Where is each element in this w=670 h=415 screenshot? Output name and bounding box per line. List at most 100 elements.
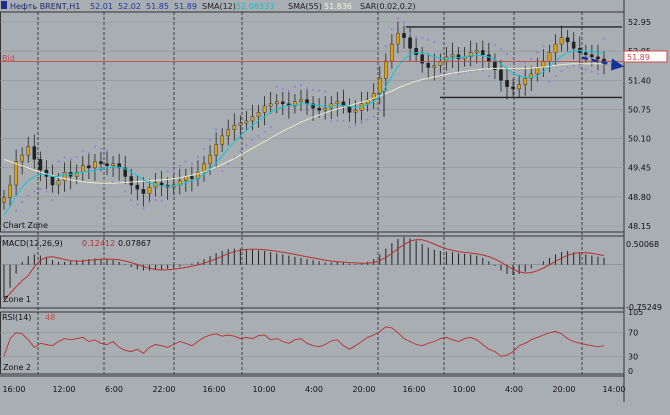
grid-lines [0,0,625,402]
sar-point [251,139,254,142]
rsi-pane[interactable] [3,326,605,357]
candle-body [208,154,212,164]
price-pane[interactable] [0,17,624,231]
macd-max-label: 0.50068 [626,240,659,249]
candle-body [159,182,164,186]
sar-point [227,162,230,165]
candle-body [596,56,600,60]
candle-body [480,50,485,55]
sar-point [311,88,315,91]
time-tick-label: 22:00 [152,385,175,394]
sar-point [57,160,60,163]
candle-body [214,144,218,156]
sar-point [81,149,84,152]
sar-point [560,69,563,73]
sma12-value: 52.08333 [236,2,274,11]
sar-point [354,124,357,127]
sar-point [493,43,497,46]
axis-labels: 52.9552.0551.4050.7550.1049.4548.8048.15… [2,18,650,394]
forecast-arrow-line[interactable] [581,56,613,66]
sar-point [324,90,327,93]
rsi-tick-label: 30 [628,352,638,361]
candle-body [371,92,376,100]
sar-point [99,147,103,150]
sar-point [390,27,393,31]
sar-point [299,83,303,86]
sar-point [542,45,545,48]
sma55-line [3,63,604,184]
candle-body [523,78,528,85]
candle-body [293,101,297,107]
sma55-label: SMA(55) [288,2,322,11]
sar-point [584,68,587,71]
sar-point [136,203,139,206]
candle-body [262,105,267,113]
sar-point [196,156,200,159]
sma12-label: SMA(12) [202,2,236,11]
price-tick-label: 48.15 [628,222,651,231]
sar-point [499,48,503,51]
sar-point [154,198,157,202]
sar-point [111,180,115,184]
sar-point [378,109,381,112]
sar-point [427,38,430,41]
sar-point [602,37,606,40]
candle-body [8,184,12,199]
sar-point [281,87,284,90]
sar-point [415,36,418,39]
sar-point [148,200,151,204]
sar-point [293,85,297,88]
candle-body [450,54,455,58]
chart-header: Нефть BRENT,H1 52.01 52.02 51.85 51.89 S… [1,1,416,11]
sar-point [87,151,90,155]
time-tick-label: 4:00 [305,385,323,394]
candle-body [80,165,85,173]
sma12-line [3,49,605,216]
candle-body [244,120,249,124]
macd-value1: 0.12412 [82,239,115,248]
time-tick-label: 14:00 [602,385,625,394]
time-tick-label: 6:00 [105,385,123,394]
candle-body [20,154,24,162]
candle-body [335,101,340,105]
candle-body [365,99,370,105]
candle-body [14,161,18,186]
macd-pane[interactable] [0,237,624,300]
symbol-label: Нефть BRENT,H1 [10,2,80,11]
rsi-value: 48 [45,313,55,322]
candle-body [426,63,431,68]
candle-body [74,171,79,177]
sar-point [433,40,436,44]
sar-point [208,139,212,142]
rsi-label: RSI(14) [2,313,31,322]
sma55-value: 51.836 [324,2,352,11]
candle-body [584,52,588,55]
candle-body [571,41,576,49]
sar-point [2,228,6,231]
price-tick-label: 52.95 [628,18,651,27]
candle-body [141,189,146,194]
sar-point [15,209,18,212]
candle-body [565,37,570,43]
candle-body [377,78,382,94]
candle-body [590,54,594,58]
candle-body [432,65,437,68]
sar-point [69,158,72,161]
sar-point [348,126,351,129]
sar-point [124,190,127,193]
candle-body [62,171,67,181]
candle-body [323,107,328,111]
open-value: 52.01 [90,2,113,11]
candle-body [402,33,406,38]
sar-point [536,51,539,54]
sar-point [45,190,48,193]
candle-body [414,48,418,55]
sar-point [93,145,97,148]
sar-point [172,168,175,172]
candle-body [535,67,540,75]
price-tick-label: 48.80 [628,193,651,202]
sar-point [263,130,266,133]
candle-body [190,176,194,179]
sar-point [572,64,575,67]
